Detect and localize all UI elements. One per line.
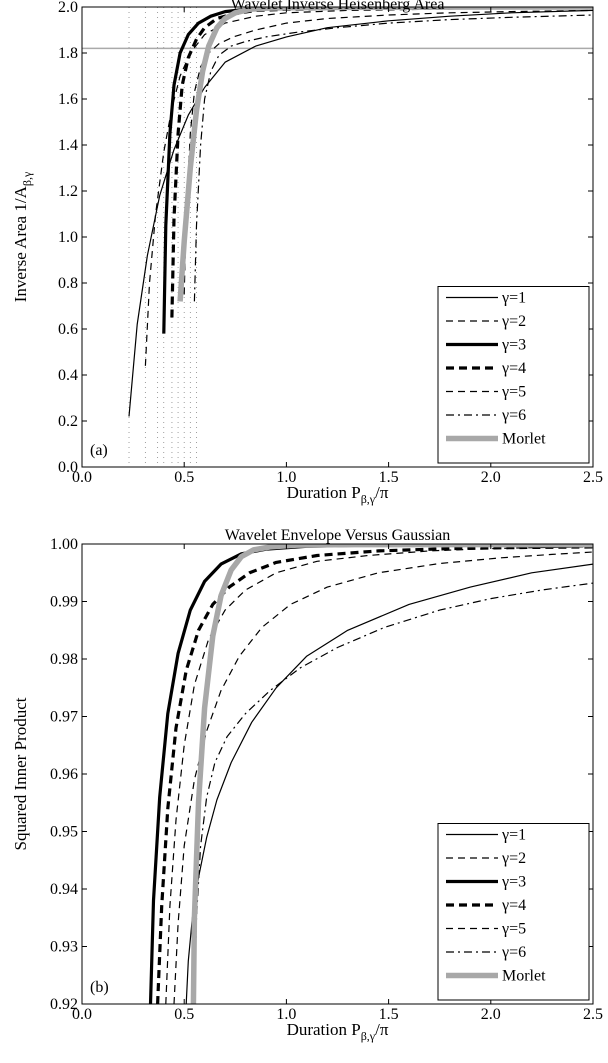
series-line-7 [190,544,593,1004]
legend-entry: γ=2 [501,850,526,867]
y-tick-label: 0.6 [58,321,78,338]
legend-entry: γ=4 [501,360,526,377]
legend-box [437,286,590,464]
legend: γ=1 γ=2 γ=3 γ=4 γ=5 γ=6 Morlet [437,286,590,464]
legend-entry: γ=4 [501,897,526,914]
y-tick-label: 0.97 [50,709,78,726]
legend: γ=1 γ=2 γ=3 γ=4 γ=5 γ=6 Morlet [437,823,590,1001]
x-axis-label-tail: /π [375,1020,389,1039]
x-tick-label: 1.5 [379,469,399,486]
y-axis-label: Squared Inner Product [11,697,30,850]
legend-entry: γ=3 [501,874,526,891]
x-tick-label: 1.0 [276,1006,296,1023]
series-line-5 [183,9,593,295]
x-tick-label: 1.0 [276,469,296,486]
panel-label: (b) [90,979,109,996]
x-tick-label: 0.5 [174,469,194,486]
legend-entry: γ=2 [501,313,526,330]
x-axis-label-main: Duration P [287,483,361,502]
series-line-1 [128,9,593,417]
legend-entry: γ=1 [501,827,526,844]
y-tick-label: 0.98 [50,651,78,668]
series-line-6 [193,582,593,1004]
x-axis-label-main: Duration P [287,1020,361,1039]
chart-panel-a: 0.0 0.5 1.0 1.5 2.0 2.5 0.0 0.2 0.4 0.6 0.8 1.0 1.2 1… [11,0,603,506]
legend-entry: γ=5 [501,921,526,938]
x-tick-label: 2.5 [583,1006,603,1023]
y-tick-label: 1.4 [58,137,78,154]
y-tick-label: 0.4 [58,367,78,384]
x-tick-label: 2.5 [583,469,603,486]
y-tick-label: 1.00 [50,536,78,553]
y-tick-label: 0.0 [58,459,78,476]
series-line-5 [173,551,593,1004]
y-tick-label: 1.0 [58,229,78,246]
y-tick-label: 0.95 [50,824,78,841]
x-tick-label: 0.0 [72,1006,92,1023]
chart-panel-b: 0.0 0.5 1.0 1.5 2.0 2.5 0.92 0.93 0.94 0.95 0.96 0.… [11,527,603,1043]
y-tick-label: 1.2 [58,183,78,200]
y-tick-label: 2.0 [58,0,78,16]
legend-entry: γ=6 [501,944,526,961]
x-axis-label-subscript: β,γ [361,492,376,506]
y-tick-label: 0.99 [50,594,78,611]
y-axis-label: Inverse Area 1/Aβ,γ [11,171,34,302]
y-axis-label-main: Inverse Area 1/A [11,185,30,302]
x-axis-label: Duration Pβ,γ/π [287,1020,389,1043]
x-tick-label: 2.0 [481,1006,501,1023]
x-axis-label-tail: /π [375,483,389,502]
y-tick-label: 0.8 [58,275,78,292]
panel-label: (a) [90,442,108,459]
y-tick-label: 1.6 [58,91,78,108]
plot-content [148,544,593,1004]
x-tick-label: 0.5 [174,1006,194,1023]
y-tick-label: 0.94 [50,881,78,898]
legend-box [437,823,590,1001]
legend-entry: Morlet [502,968,546,985]
legend-entry: γ=3 [501,337,526,354]
x-tick-label: 0.0 [72,469,92,486]
chart-title: Wavelet Envelope Versus Gaussian [225,527,450,544]
y-axis-label-subscript: β,γ [20,171,34,186]
x-tick-label: 2.0 [481,469,501,486]
x-tick-label: 1.5 [379,1006,399,1023]
x-axis-label: Duration Pβ,γ/π [287,483,389,506]
series-line-4 [156,545,593,1004]
legend-entry: γ=1 [501,290,526,307]
y-tick-label: 0.2 [58,413,78,430]
y-axis-label-main: Squared Inner Product [11,697,30,850]
legend-entry: γ=5 [501,384,526,401]
legend-entry: γ=6 [501,407,526,424]
y-tick-label: 0.92 [50,996,78,1013]
chart-title: Wavelet Inverse Heisenberg Area [231,0,445,13]
x-axis-label-subscript: β,γ [361,1029,376,1043]
y-tick-label: 1.8 [58,45,78,62]
y-tick-label: 0.93 [50,939,78,956]
legend-entry: Morlet [502,431,546,448]
y-tick-label: 0.96 [50,766,78,783]
